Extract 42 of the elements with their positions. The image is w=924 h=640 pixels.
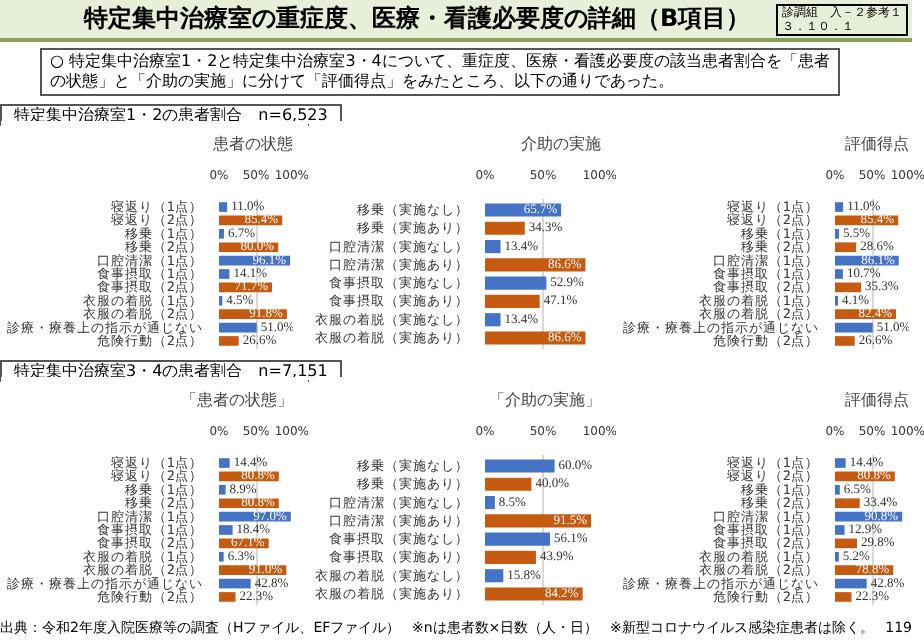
bar <box>485 495 495 510</box>
bar <box>485 313 501 327</box>
chart-title: 評価得点 <box>845 391 909 409</box>
bar <box>835 578 867 589</box>
bar <box>485 477 532 491</box>
bar <box>835 202 844 212</box>
bar <box>485 239 501 254</box>
bar <box>835 498 860 509</box>
chart-title: 患者の状態 <box>211 135 293 153</box>
bar <box>219 336 239 346</box>
bar <box>835 322 873 333</box>
bar <box>485 550 536 565</box>
bar <box>485 294 540 309</box>
bar <box>835 282 862 293</box>
bar <box>219 485 226 495</box>
bar <box>219 525 233 535</box>
bar <box>835 269 843 279</box>
text: 特定集中治療室の重症度、医療・看護必要度の詳細（B項目） <box>84 2 751 36</box>
bar <box>835 336 855 346</box>
bar <box>485 587 583 601</box>
bar <box>219 458 230 468</box>
chart-title: 「患者の状態」 <box>181 391 293 409</box>
bar <box>485 276 547 290</box>
bar <box>835 592 852 602</box>
bar <box>485 532 551 546</box>
text: ○ 特定集中治療室1・2と特定集中治療室3・4について、重症度、医療・看護必要度の該当患者割合を「患者の状態」と「介助の実施」に分けて「評価得点」をみたところ、以下の通りであった。 <box>40 48 840 96</box>
bar <box>485 459 555 473</box>
bar <box>835 242 857 253</box>
bar <box>219 322 257 333</box>
bar <box>219 269 230 279</box>
bar <box>835 538 858 549</box>
chart-title: 介助の実施 <box>521 135 601 153</box>
bar <box>219 592 236 602</box>
bar <box>219 578 251 589</box>
chart-title: 評価得点 <box>845 135 909 153</box>
bar <box>485 331 586 345</box>
bar <box>219 202 228 212</box>
bar <box>835 525 845 535</box>
bar <box>835 458 846 468</box>
bar <box>485 221 525 235</box>
bar <box>485 569 504 583</box>
chart-title: 「介助の実施」 <box>489 391 601 409</box>
